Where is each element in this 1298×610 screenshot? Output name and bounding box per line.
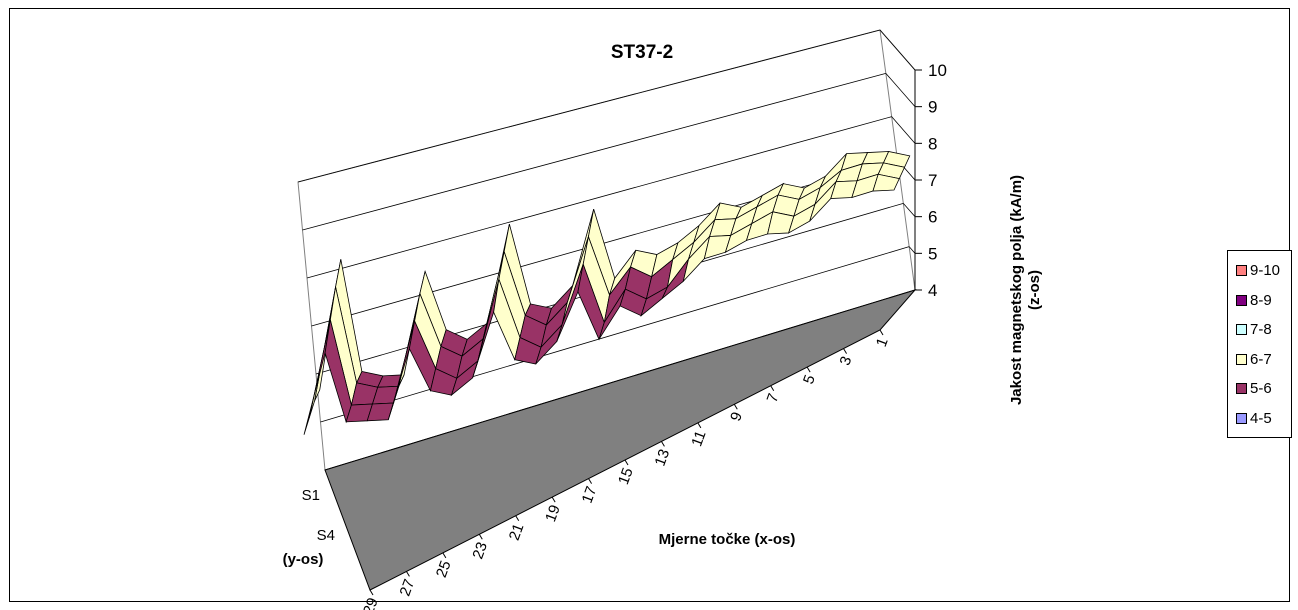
- surface-cell-2-0: [872, 173, 900, 192]
- legend-label: 5-6: [1250, 380, 1272, 398]
- z-tick-label: 10: [928, 61, 947, 80]
- gridline-z-8: [306, 116, 892, 279]
- x-tick-27: [405, 571, 410, 577]
- x-tick-17: [588, 478, 593, 484]
- x-tick-9: [733, 404, 738, 410]
- gridline-side-z-6: [903, 203, 916, 217]
- z-tick-label: 6: [928, 208, 937, 227]
- legend-swatch: [1236, 265, 1247, 277]
- x-tick-label: 13: [652, 447, 674, 468]
- z-tick-label: 7: [928, 171, 937, 190]
- y-tick-label: S1: [302, 487, 320, 504]
- legend-label: 9-10: [1250, 262, 1281, 280]
- gridline-side-z-10: [879, 29, 916, 71]
- x-tick-label: 1: [873, 336, 892, 350]
- x-tick-7: [770, 385, 775, 391]
- x-tick-label: 17: [579, 484, 601, 505]
- x-tick-29: [369, 589, 374, 596]
- legend-swatch: [1236, 412, 1247, 424]
- z-tick-label: 9: [928, 98, 937, 117]
- z-tick-label: 4: [928, 281, 937, 300]
- x-tick-label: 9: [727, 410, 746, 424]
- x-tick-21: [515, 515, 520, 521]
- gridline-side-z-9: [885, 73, 916, 107]
- gridline-z-5: [320, 246, 910, 423]
- x-tick-label: 11: [688, 428, 709, 448]
- x-tick-label: 29: [360, 596, 382, 610]
- legend-swatch: [1236, 324, 1247, 336]
- x-tick-label: 25: [433, 558, 455, 579]
- x-tick-label: 27: [397, 577, 419, 598]
- legend-item: 8-9: [1236, 286, 1291, 316]
- legend-swatch: [1236, 353, 1247, 365]
- legend-item: 7-8: [1236, 315, 1291, 345]
- x-tick-label: 19: [542, 503, 564, 524]
- legend-item: 6-7: [1236, 345, 1291, 375]
- x-tick-label: 7: [764, 391, 783, 405]
- z-axis-title-line1: Jakost magnetskog polja (kA/m): [1008, 175, 1025, 405]
- x-tick-11: [697, 422, 702, 429]
- x-tick-25: [442, 552, 447, 559]
- legend-swatch: [1236, 383, 1247, 395]
- x-tick-15: [624, 459, 629, 466]
- chart-title: ST37-2: [611, 42, 673, 63]
- x-tick-label: 21: [506, 521, 528, 542]
- legend-item: 9-10: [1236, 256, 1291, 286]
- x-tick-13: [660, 441, 665, 447]
- x-tick-1: [879, 329, 884, 336]
- y-tick-label: S4: [317, 527, 335, 544]
- legend-label: 6-7: [1250, 350, 1272, 368]
- x-tick-label: 5: [800, 373, 819, 387]
- z-tick-label: 8: [928, 134, 937, 153]
- x-tick-5: [806, 366, 811, 373]
- legend-label: 8-9: [1250, 291, 1272, 309]
- x-axis-title: Mjerne točke (x-os): [659, 531, 796, 548]
- legend-item: 5-6: [1236, 374, 1291, 404]
- surface-plot: [303, 151, 911, 435]
- legend-label: 7-8: [1250, 321, 1272, 339]
- z-tick-label: 5: [928, 244, 937, 263]
- legend-swatch: [1236, 294, 1247, 306]
- x-tick-23: [478, 534, 483, 540]
- legend-label: 4-5: [1250, 409, 1272, 427]
- x-tick-3: [843, 348, 848, 354]
- gridline-side-z-8: [891, 116, 916, 144]
- gridline-z-10: [297, 29, 881, 183]
- legend: 9-10 8-9 7-8 6-7 5-6 4-5: [1227, 250, 1292, 438]
- gridline-side-z-5: [908, 246, 916, 254]
- x-tick-label: 15: [615, 466, 637, 487]
- y-axis-title: (y-os): [283, 551, 324, 568]
- gridline-z-9: [302, 72, 886, 231]
- x-tick-label: 23: [469, 540, 491, 561]
- legend-item: 4-5: [1236, 404, 1291, 434]
- x-tick-label: 3: [837, 354, 856, 368]
- z-axis-title-line2: (z-os): [1026, 270, 1043, 310]
- x-tick-19: [551, 496, 556, 503]
